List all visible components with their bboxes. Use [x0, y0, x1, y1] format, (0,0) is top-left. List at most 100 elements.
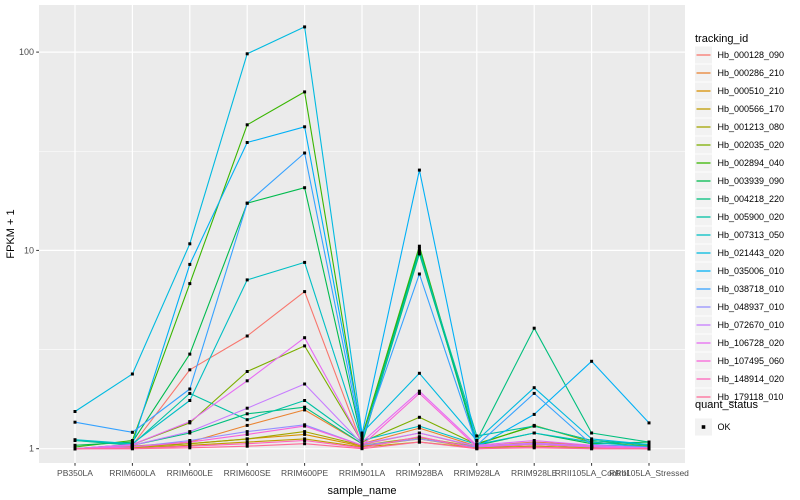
data-point-marker	[532, 439, 536, 442]
data-point-marker	[245, 412, 249, 416]
data-point-marker	[188, 387, 192, 391]
legend-item-Hb_038718_010: Hb_038718_010	[695, 280, 784, 298]
legend-item-Hb_107495_060: Hb_107495_060	[695, 352, 785, 370]
x-tick-label: RRIM928LA	[454, 468, 501, 478]
data-point-marker	[188, 430, 192, 434]
data-point-marker	[130, 372, 134, 376]
data-point-marker	[590, 443, 594, 447]
x-tick-label: RRIM901LA	[339, 468, 386, 478]
data-point-marker	[303, 439, 307, 442]
data-point-marker	[245, 437, 249, 441]
legend-tracking-items: Hb_000128_090 Hb_000286_210 Hb_000510_210 H…	[695, 46, 785, 406]
ok-square-marker-icon	[701, 425, 706, 429]
data-point-marker	[417, 168, 421, 172]
data-point-marker	[188, 399, 192, 402]
data-point-marker	[590, 439, 594, 442]
x-tick-label: RRIM600LE	[167, 468, 214, 478]
data-point-marker	[417, 415, 421, 419]
data-point-marker	[303, 25, 307, 29]
legend-item-Hb_000566_170: Hb_000566_170	[695, 100, 784, 118]
x-tick-label: RRIM600SE	[224, 468, 272, 478]
legend-item-label: Hb_107495_060	[718, 356, 785, 366]
data-point-marker	[590, 431, 594, 435]
data-point-marker	[188, 391, 192, 395]
legend-item-Hb_002035_020: Hb_002035_020	[695, 136, 785, 154]
data-point-marker	[647, 440, 651, 444]
legend-item-Hb_001213_080: Hb_001213_080	[695, 118, 784, 136]
data-point-marker	[188, 420, 192, 424]
axis-tick-labels: 1 10 100 PB350LA RRIM600LA RRIM600LE RRIM600SE…	[19, 47, 689, 478]
data-point-marker	[130, 443, 134, 446]
legend-item-label: Hb_002894_040	[718, 158, 785, 168]
data-point-marker	[245, 52, 249, 56]
data-point-marker	[360, 443, 364, 447]
legend-item-Hb_048937_010: Hb_048937_010	[695, 298, 785, 316]
data-point-marker	[188, 444, 192, 448]
x-tick-label: RRIM928BA	[396, 468, 444, 478]
data-point-marker	[303, 442, 307, 446]
data-point-marker	[245, 430, 249, 434]
data-point-marker	[188, 262, 192, 266]
data-point-marker	[245, 440, 249, 444]
legend-item-label: Hb_007313_050	[718, 230, 785, 240]
data-point-marker	[590, 447, 594, 451]
data-point-marker	[590, 440, 594, 444]
data-point-marker	[188, 368, 192, 372]
data-point-marker	[417, 272, 421, 276]
legend-item-label: Hb_072670_010	[718, 320, 785, 330]
data-point-marker	[417, 389, 421, 393]
data-point-marker	[188, 446, 192, 450]
legend-item-label: Hb_048937_010	[718, 302, 785, 312]
data-point-marker	[303, 437, 307, 441]
data-point-marker	[245, 370, 249, 373]
data-point-marker	[417, 371, 421, 375]
legend-item-Hb_002894_040: Hb_002894_040	[695, 154, 785, 172]
data-point-marker	[360, 447, 364, 451]
data-point-marker	[245, 418, 249, 422]
legend-item-label: Hb_021443_020	[718, 248, 785, 258]
data-point-marker	[417, 249, 421, 253]
data-point-marker	[532, 386, 536, 390]
data-point-marker	[360, 440, 364, 444]
legend-quant-item: OK	[695, 418, 731, 436]
data-point-marker	[303, 399, 307, 402]
data-point-marker	[417, 431, 421, 435]
data-point-marker	[475, 447, 479, 451]
legend-item-label: Hb_002035_020	[718, 140, 785, 150]
legend-item-Hb_000510_210: Hb_000510_210	[695, 82, 784, 100]
legend-item-label: Hb_035006_010	[718, 266, 785, 276]
legend-item-Hb_035006_010: Hb_035006_010	[695, 262, 785, 280]
data-point-marker	[532, 446, 536, 450]
data-point-marker	[73, 438, 77, 442]
legend-item-label: Hb_148914_020	[718, 374, 785, 384]
legend-item-Hb_007313_050: Hb_007313_050	[695, 226, 785, 244]
data-point-marker	[647, 447, 651, 451]
legend-item-label: Hb_005900_020	[718, 212, 785, 222]
data-point-marker	[532, 431, 536, 435]
data-point-marker	[360, 442, 364, 446]
data-point-marker	[73, 410, 77, 413]
legend-item-Hb_003939_090: Hb_003939_090	[695, 172, 784, 190]
legend-item-Hb_072670_010: Hb_072670_010	[695, 316, 785, 334]
data-point-marker	[130, 440, 134, 444]
data-point-marker	[245, 379, 249, 383]
data-point-marker	[130, 439, 134, 442]
data-point-marker	[245, 444, 249, 448]
x-axis-title: sample_name	[327, 485, 396, 497]
data-point-marker	[130, 445, 134, 449]
data-point-marker	[303, 432, 307, 436]
data-point-marker	[303, 151, 307, 155]
data-point-marker	[532, 391, 536, 395]
data-point-marker	[245, 278, 249, 282]
x-tick-label: RRIM600LA	[109, 468, 156, 478]
data-point-marker	[73, 447, 77, 451]
data-point-marker	[303, 186, 307, 190]
data-point-marker	[188, 442, 192, 446]
data-point-marker	[532, 326, 536, 330]
data-point-marker	[303, 382, 307, 386]
data-point-marker	[303, 336, 307, 340]
data-point-marker	[188, 440, 192, 444]
data-point-marker	[245, 406, 249, 410]
